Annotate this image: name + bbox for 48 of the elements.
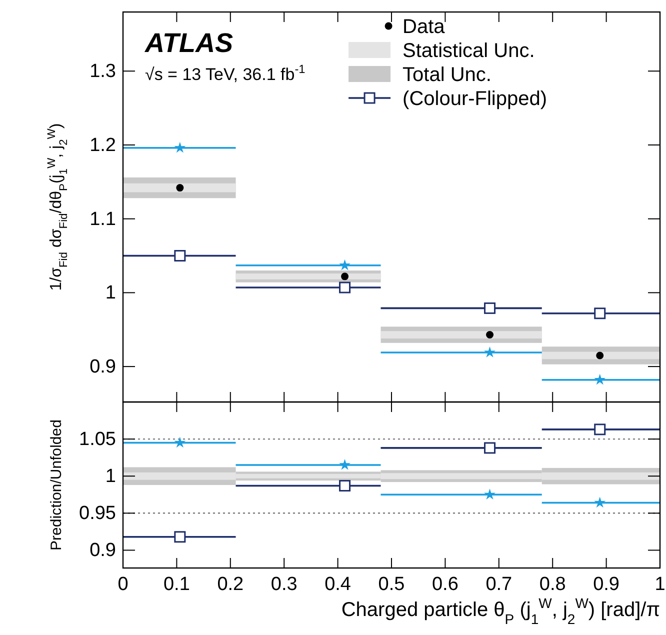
y-tick-label: 0.95	[79, 503, 116, 524]
y-tick-label: 1.3	[90, 61, 116, 82]
x-tick-label: 0	[118, 574, 128, 595]
point	[486, 331, 494, 339]
x-tick-label: 0.4	[324, 574, 352, 595]
point	[594, 374, 606, 385]
annotation: ATLAS	[144, 28, 233, 58]
x-tick-label: 0.9	[593, 574, 620, 595]
point	[174, 250, 186, 262]
x-tick-label: 0.3	[270, 574, 298, 595]
point	[174, 436, 186, 448]
legend-label: Statistical Unc.	[402, 40, 535, 62]
x-tick-label: 0.5	[378, 574, 405, 595]
point	[594, 496, 606, 508]
point	[341, 272, 349, 280]
point	[174, 531, 186, 543]
point	[339, 480, 351, 492]
x-tick-label: 0.7	[486, 574, 512, 595]
text: Charged particle θ$_{P}$ (j$_{1}$$^{W}$, j$_{2}$$^{W}$) [rad]/π	[341, 595, 660, 627]
x-tick-label: 0.8	[539, 574, 566, 595]
point	[484, 488, 496, 500]
annotation: √s = 13 TeV, 36.1 fb$^{-1}$	[145, 62, 306, 84]
point	[596, 352, 604, 360]
point	[594, 308, 606, 320]
point	[176, 184, 184, 192]
point	[339, 458, 350, 470]
y-tick-label: 0.9	[90, 356, 116, 378]
point	[339, 282, 351, 294]
point	[484, 302, 496, 314]
point	[594, 424, 606, 436]
point	[484, 442, 496, 454]
point	[339, 259, 350, 270]
y-tick-label: 1.2	[90, 134, 116, 156]
y-tick-label: 1	[105, 282, 116, 304]
y-tick-label: 1.05	[79, 429, 116, 450]
y-tick-label: 0.9	[90, 540, 116, 562]
legend-label: (Colour-Flipped)	[402, 88, 548, 110]
x-tick-label: 0.1	[163, 574, 190, 595]
x-tick-label: 0.2	[217, 574, 244, 595]
y-tick-label: 1.1	[90, 208, 116, 230]
x-tick-label: 0.6	[432, 574, 458, 595]
legend-label: Data	[402, 16, 446, 38]
point	[484, 346, 496, 358]
y-axis-title: Prediction/Unfolded	[48, 420, 65, 550]
x-tick-label: 1	[654, 574, 666, 595]
point	[174, 142, 186, 153]
y-tick-label: 1	[105, 466, 116, 488]
legend-label: Total Unc.	[402, 64, 492, 86]
